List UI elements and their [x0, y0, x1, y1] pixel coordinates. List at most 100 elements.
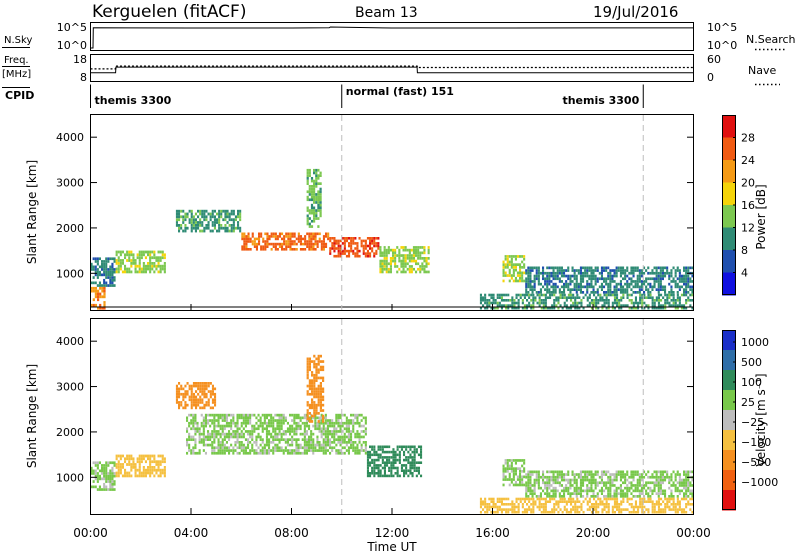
heatmap-cell	[287, 237, 290, 241]
heatmap-cell	[228, 435, 231, 439]
heatmap-cell	[105, 488, 108, 491]
heatmap-cell	[555, 500, 558, 503]
heatmap-cell	[672, 304, 675, 307]
heatmap-cell	[600, 288, 603, 291]
heatmap-cell	[94, 477, 97, 481]
heatmap-cell	[249, 240, 252, 243]
heatmap-cell	[659, 478, 662, 482]
heatmap-cell	[596, 277, 599, 281]
heatmap-cell	[182, 229, 185, 233]
heatmap-cell	[306, 373, 309, 377]
heatmap-cell	[364, 242, 367, 245]
heatmap-cell	[517, 510, 520, 514]
heatmap-cell	[640, 285, 643, 289]
heatmap-cell	[343, 239, 346, 243]
heatmap-cell	[299, 419, 302, 422]
heatmap-cell	[222, 209, 225, 213]
heatmap-cell	[138, 262, 141, 265]
heatmap-cell	[558, 266, 561, 270]
heatmap-cell	[404, 248, 407, 252]
heatmap-cell	[554, 489, 557, 493]
heatmap-cell	[630, 288, 633, 291]
heatmap-cell	[680, 274, 683, 278]
heatmap-cell	[117, 256, 120, 260]
heatmap-cell	[502, 268, 505, 272]
heatmap-cell	[683, 481, 686, 485]
heatmap-cell	[392, 450, 395, 454]
heatmap-cell	[262, 248, 265, 251]
heatmap-cell	[626, 304, 629, 307]
heatmap-cell	[408, 259, 411, 263]
heatmap-cell	[590, 470, 593, 474]
heatmap-cell	[343, 252, 346, 255]
heatmap-cell	[352, 446, 355, 450]
heatmap-cell	[360, 244, 363, 248]
heatmap-cell	[140, 471, 143, 475]
heatmap-cell	[142, 264, 145, 268]
heatmap-cell	[571, 478, 574, 482]
heatmap-cell	[523, 461, 526, 465]
heatmap-cell	[691, 266, 694, 270]
heatmap-cell	[245, 235, 248, 238]
heatmap-cell	[188, 209, 191, 213]
heatmap-cell	[306, 365, 309, 369]
heatmap-cell	[509, 508, 512, 511]
heatmap-cell	[647, 266, 650, 270]
heatmap-cell	[251, 430, 254, 433]
heatmap-cell	[268, 413, 271, 417]
heatmap-cell	[213, 215, 216, 219]
heatmap-cell	[310, 446, 313, 450]
heatmap-cell	[265, 438, 268, 441]
heatmap-cell	[548, 495, 551, 498]
heatmap-cell	[558, 269, 561, 272]
heatmap-cell	[490, 497, 493, 501]
heatmap-cell	[339, 424, 342, 428]
heatmap-cell	[494, 306, 497, 310]
heatmap-cell	[670, 503, 673, 506]
heatmap-cell	[243, 237, 246, 241]
heatmap-cell	[124, 474, 127, 478]
heatmap-cell	[400, 448, 403, 451]
heatmap-cell	[381, 262, 384, 266]
heatmap-cell	[308, 368, 311, 372]
heatmap-cell	[136, 457, 139, 461]
heatmap-cell	[559, 296, 562, 299]
heatmap-cell	[565, 503, 568, 506]
heatmap-cell	[521, 260, 524, 264]
heatmap-cell	[651, 288, 654, 291]
heatmap-cell	[417, 254, 420, 257]
heatmap-cell	[134, 463, 137, 466]
heatmap-cell	[584, 470, 587, 474]
heatmap-cell	[691, 495, 694, 498]
heatmap-cell	[255, 441, 258, 444]
heatmap-cell	[375, 242, 378, 245]
heatmap-cell	[532, 505, 535, 509]
heatmap-cell	[651, 296, 654, 299]
heatmap-cell	[680, 508, 683, 511]
heatmap-cell	[683, 470, 686, 474]
heatmap-cell	[618, 301, 621, 305]
heatmap-cell	[392, 248, 395, 252]
heatmap-cell	[109, 461, 112, 465]
heatmap-cell	[291, 441, 294, 444]
heatmap-cell	[527, 269, 530, 272]
heatmap-cell	[259, 435, 262, 439]
heatmap-cell	[425, 265, 428, 268]
heatmap-cell	[670, 299, 673, 302]
heatmap-cell	[308, 193, 311, 196]
heatmap-cell	[339, 252, 342, 255]
heatmap-cell	[199, 390, 202, 393]
heatmap-cell	[311, 420, 314, 423]
heatmap-cell	[567, 266, 570, 270]
heatmap-cell	[217, 421, 220, 425]
heatmap-cell	[412, 251, 415, 255]
heatmap-cell	[651, 269, 654, 272]
heatmap-cell	[394, 248, 397, 252]
heatmap-cell	[314, 248, 317, 251]
heatmap-cell	[628, 271, 631, 275]
heatmap-cell	[117, 468, 120, 472]
heatmap-cell	[415, 270, 418, 274]
heatmap-cell	[107, 273, 110, 277]
heatmap-cell	[107, 461, 110, 465]
heatmap-cell	[556, 285, 559, 289]
